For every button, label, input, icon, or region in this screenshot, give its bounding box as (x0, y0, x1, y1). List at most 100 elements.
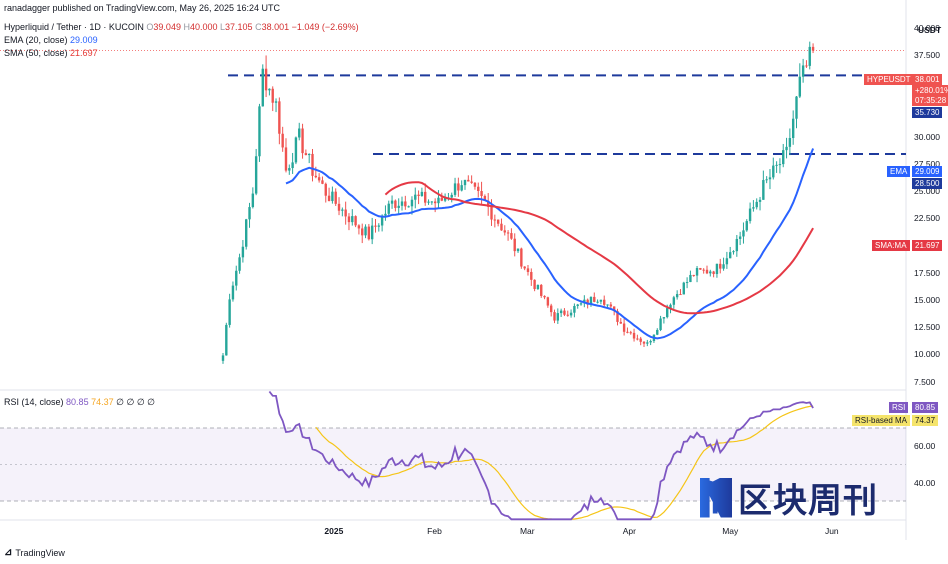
candle-body (765, 179, 768, 181)
candle-body (559, 310, 563, 314)
candle-body (437, 197, 440, 204)
symbol-title: Hyperliquid / Tether · 1D · KUCOIN (4, 22, 144, 32)
candle-body (410, 199, 414, 207)
candle-body (321, 180, 324, 184)
candle-body (307, 153, 311, 156)
candle-body (357, 225, 361, 229)
candle-body (596, 301, 599, 303)
candle-body (675, 294, 679, 298)
ema-value-tag: 29.009 (912, 166, 943, 177)
candle-body (679, 294, 682, 296)
candle-body (500, 223, 503, 231)
candle-body (453, 183, 457, 195)
candle-body (433, 201, 437, 204)
candle-body (271, 88, 274, 103)
candle-body (609, 304, 613, 307)
candle-body (699, 268, 702, 270)
high-value: 40.000 (189, 22, 218, 32)
price-tick: 27.500 (914, 158, 940, 169)
candle-body (463, 179, 467, 186)
candle-body (483, 195, 487, 201)
candle-body (311, 153, 314, 176)
candle-body (636, 338, 639, 340)
candle-body (254, 156, 258, 194)
candle-body (599, 299, 603, 302)
time-tick: Apr (622, 526, 636, 536)
candle-body (576, 304, 579, 306)
watermark: 区块周刊 (700, 473, 878, 522)
candle-body (506, 232, 510, 234)
sma-legend[interactable]: SMA (50, close) 21.697 (4, 48, 98, 58)
candle-body (772, 165, 775, 178)
candle-body (775, 164, 778, 166)
candle-body (397, 205, 400, 208)
watermark-logo-icon (700, 477, 732, 518)
candle-body (606, 304, 609, 306)
sma-line (384, 181, 814, 315)
open-value: 39.049 (153, 22, 181, 32)
candle-body (586, 299, 589, 305)
candle-body (510, 233, 513, 239)
candle-body (632, 332, 636, 339)
candle-body (264, 68, 268, 91)
candle-body (490, 206, 493, 220)
rsi-tick-60: 60.00 (914, 441, 936, 451)
time-tick: Mar (519, 526, 535, 536)
candle-body (566, 314, 569, 316)
candle-body (546, 297, 550, 306)
candle-body (619, 321, 622, 324)
rsi-tick-40: 40.00 (914, 478, 936, 488)
candle-body (294, 137, 298, 163)
candle-body (805, 65, 808, 67)
currency-label: USDT (918, 25, 942, 35)
ema-legend[interactable]: EMA (20, close) 29.009 (4, 35, 98, 45)
candle-body (808, 46, 811, 66)
candle-body (221, 355, 225, 361)
candle-body (420, 191, 424, 196)
candle-body (443, 197, 447, 201)
ema-legend-value: 29.009 (70, 35, 98, 45)
low-value: 37.105 (225, 22, 253, 32)
candle-body (404, 201, 407, 207)
candle-body (689, 274, 692, 283)
candle-body (516, 248, 520, 252)
candle-body (719, 263, 722, 269)
candle-body (533, 279, 536, 290)
candle-body (579, 303, 583, 305)
candle-body (364, 226, 367, 236)
candle-body (291, 162, 294, 169)
candle-body (261, 68, 264, 107)
candle-body (424, 191, 427, 203)
time-tick: May (722, 526, 739, 536)
candle-body (622, 323, 626, 332)
candle-body (228, 299, 231, 325)
price-tick: 22.500 (914, 213, 940, 224)
candle-body (642, 341, 646, 344)
candle-body (288, 168, 291, 171)
candle-body (656, 329, 659, 335)
candle-body (334, 191, 337, 204)
candle-body (778, 164, 782, 166)
candle-body (530, 271, 533, 280)
candle-body (715, 263, 719, 275)
tradingview-logo[interactable]: ⊿ TradingView (4, 547, 65, 558)
change-value: −1.049 (−2.69%) (291, 22, 359, 32)
candle-body (390, 200, 394, 204)
candle-body (543, 295, 546, 298)
rsi-value-tag: 80.85 (912, 402, 939, 413)
candle-body (367, 226, 371, 240)
rsi-legend[interactable]: RSI (14, close) 80.85 74.37 ∅ ∅ ∅ ∅ (4, 397, 156, 407)
candle-body (722, 264, 725, 269)
candle-body (344, 209, 347, 217)
candle-body (440, 197, 443, 201)
candle-body (457, 183, 460, 191)
candle-body (768, 177, 772, 180)
candle-body (473, 182, 477, 187)
candle-body (278, 101, 281, 134)
candle-body (752, 207, 755, 209)
price-tick: 37.500 (914, 50, 940, 61)
candle-body (370, 225, 374, 240)
price-tick: 7.500 (914, 376, 936, 387)
candle-body (407, 206, 410, 208)
